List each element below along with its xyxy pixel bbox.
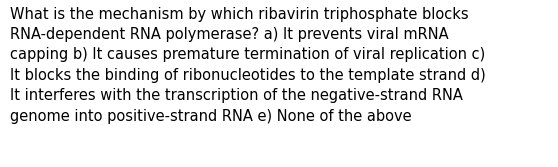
Text: What is the mechanism by which ribavirin triphosphate blocks
RNA-dependent RNA p: What is the mechanism by which ribavirin…	[10, 7, 486, 124]
